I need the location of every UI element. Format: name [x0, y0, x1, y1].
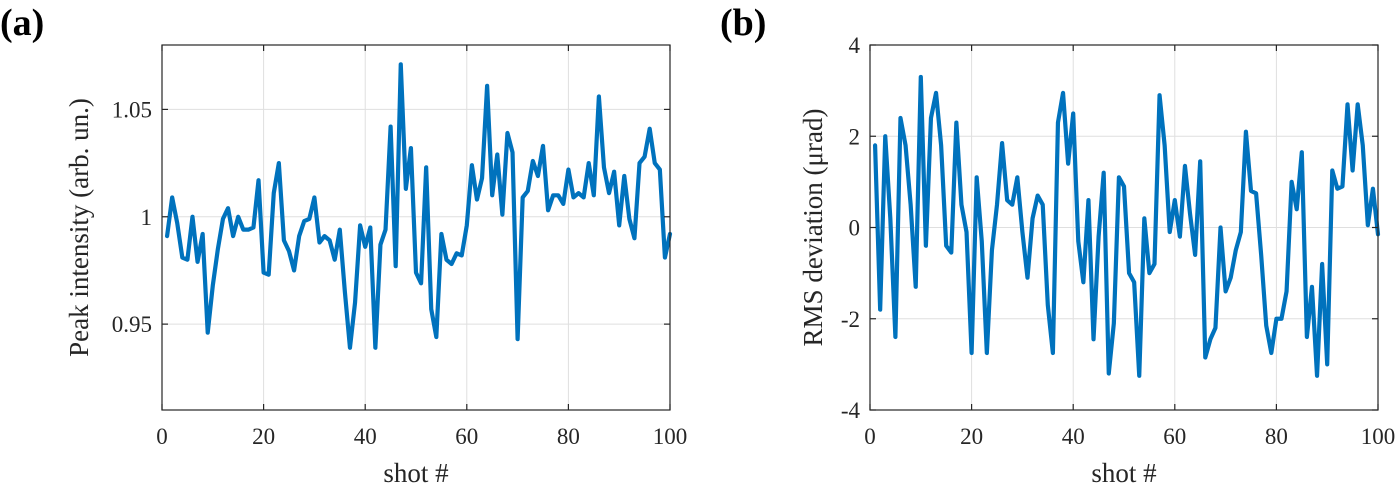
x-tick-label: 0: [156, 424, 168, 449]
x-axis-label: shot #: [383, 458, 449, 488]
plot-frame: [161, 44, 671, 411]
data-series-line: [164, 62, 673, 350]
y-tick-label: 1.05: [112, 97, 152, 122]
y-axis-label: Peak intensity (arb. un.): [64, 98, 94, 357]
x-tick-label: 80: [1265, 424, 1288, 449]
x-tick-label: 100: [653, 424, 688, 449]
x-tick-label: 60: [1163, 424, 1186, 449]
y-tick-label: 1: [141, 205, 153, 230]
panel-a: (a) 0 20 40 60 80 100 0.95 1 1.05 shot # Peak inten…: [0, 2, 687, 488]
panel-b: (b) 0 20 40 60 80 100 -4 -2 0 2 4 shot # RMS deviatio…: [720, 2, 1395, 488]
y-tick-label: 0: [849, 216, 861, 241]
x-tick-label: 100: [1361, 424, 1396, 449]
y-tick-label: -2: [841, 307, 860, 332]
panel-label: (a): [0, 2, 44, 44]
x-axis-label: shot #: [1091, 458, 1157, 488]
y-tick-label: 0.95: [112, 312, 152, 337]
y-tick-label: 2: [849, 124, 861, 149]
y-axis-label: RMS deviation (μrad): [798, 109, 828, 347]
x-tick-label: 20: [960, 424, 983, 449]
x-tick-label: 40: [1062, 424, 1085, 449]
data-series-line: [872, 74, 1381, 378]
x-tick-label: 80: [557, 424, 580, 449]
y-tick-label: 4: [849, 33, 861, 58]
y-tick-label: -4: [841, 398, 861, 423]
x-tick-label: 0: [864, 424, 876, 449]
x-tick-label: 40: [354, 424, 377, 449]
x-tick-label: 20: [252, 424, 275, 449]
panel-label: (b): [720, 2, 766, 44]
x-tick-label: 60: [455, 424, 478, 449]
